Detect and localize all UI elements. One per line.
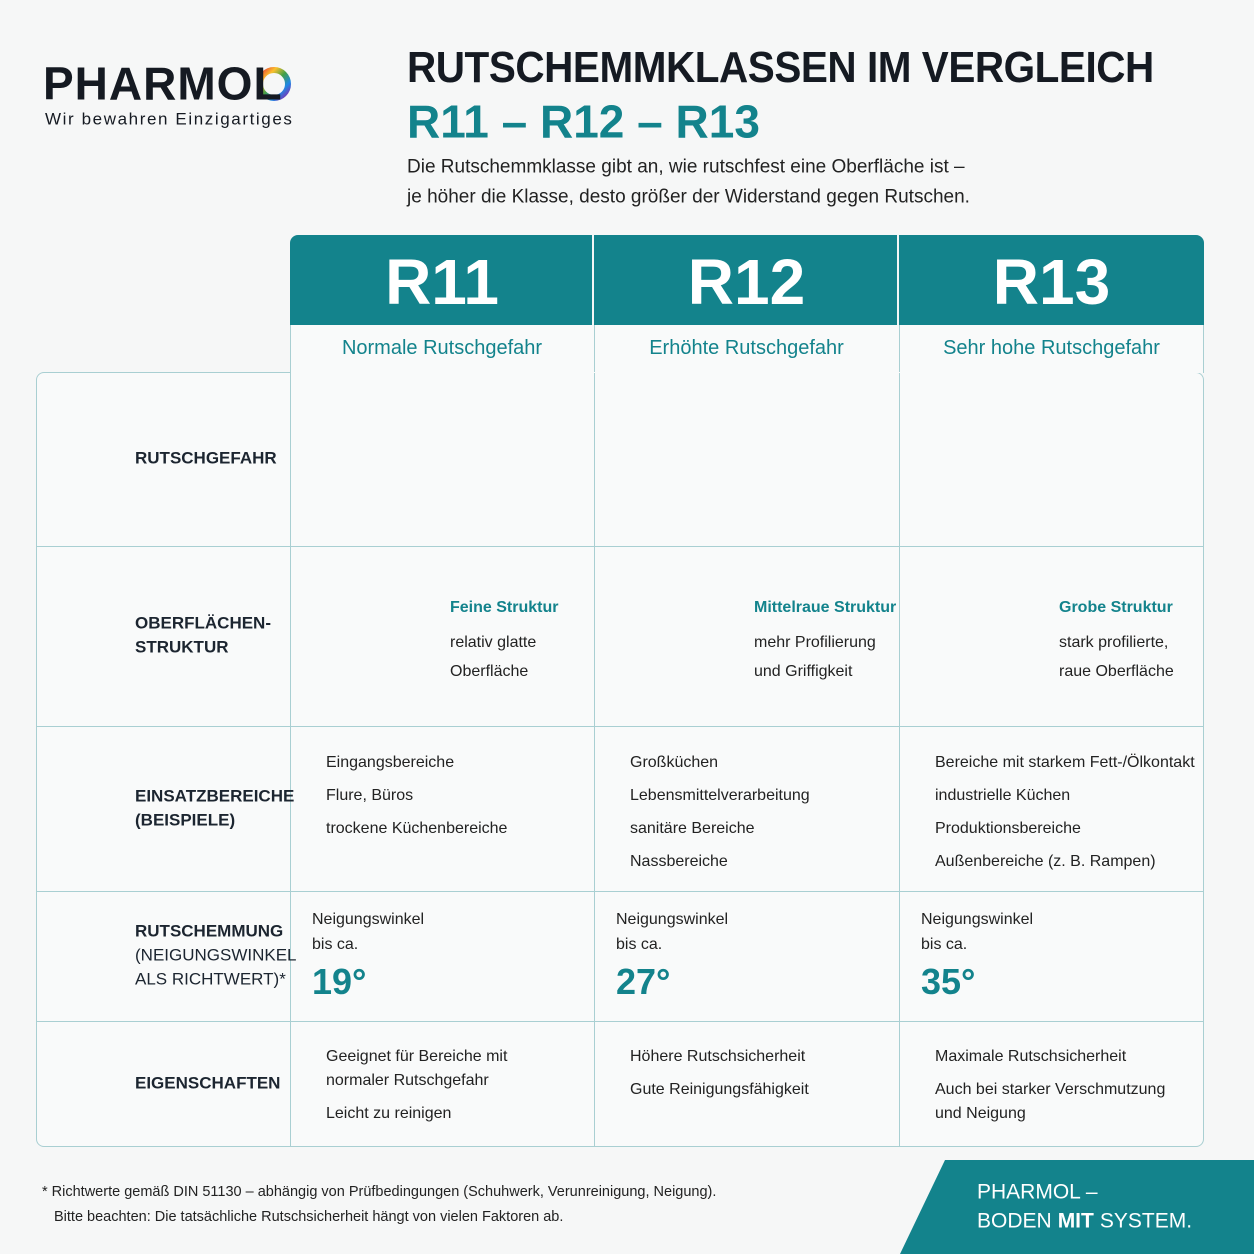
structure-text: und Griffigkeit <box>754 663 853 681</box>
structure-title: Mittelraue Struktur <box>754 599 897 617</box>
structure-title: Grobe Struktur <box>1059 599 1173 617</box>
bullet-text: Großküchen <box>630 754 719 772</box>
logo-ring <box>257 67 291 101</box>
bullet-text: und Neigung <box>935 1105 1026 1123</box>
row-divider <box>36 1021 1204 1022</box>
structure-text: stark profilierte, <box>1059 634 1169 652</box>
row-divider <box>36 891 1204 892</box>
row-label: RUTSCHGEFAHR <box>135 448 277 468</box>
angle-caption: Neigungswinkel <box>616 911 729 929</box>
bullet-text: Bereiche mit starkem Fett-/Ölkontakt <box>935 754 1195 772</box>
risk-level: Normale Rutschgefahr <box>341 337 543 359</box>
col-divider <box>290 325 291 1147</box>
bullet-text: Lebensmittelverarbeitung <box>630 787 810 805</box>
risk-row-frame <box>290 325 1204 373</box>
table-frame <box>36 372 1204 1147</box>
angle-caption: Neigungswinkel <box>312 911 425 929</box>
angle-value: 27° <box>616 961 671 1003</box>
structure-title: Feine Struktur <box>450 599 559 617</box>
row-label: STRUKTUR <box>135 637 229 657</box>
structure-text: mehr Profilierung <box>754 634 876 652</box>
risk-level: Sehr hohe Rutschgefahr <box>943 337 1160 359</box>
class-name: R11 <box>385 245 499 318</box>
row-label: ALS RICHTWERT)* <box>135 969 286 989</box>
intro-text: Die Rutschemmklasse gibt an, wie rutschf… <box>407 156 965 178</box>
logo-tagline: Wir bewahren Einzigartiges <box>45 109 294 129</box>
structure-text: Oberfläche <box>450 663 529 681</box>
class-header <box>594 235 899 325</box>
angle-value: 35° <box>921 961 976 1003</box>
row-label: EINSATZBEREICHE <box>135 786 295 806</box>
page-title: RUTSCHEMMKLASSEN IM VERGLEICH <box>407 42 1154 92</box>
bullet-text: normaler Rutschgefahr <box>326 1072 489 1090</box>
bullet-text: Geeignet für Bereiche mit <box>326 1048 508 1066</box>
bullet-text: Produktionsbereiche <box>935 820 1081 838</box>
bullet-text: Leicht zu reinigen <box>326 1105 452 1123</box>
slogan: BODEN <box>977 1209 1052 1233</box>
bullet-text: Maximale Rutschsicherheit <box>935 1048 1127 1066</box>
slogan: PHARMOL – <box>977 1180 1098 1204</box>
bullet-text: Höhere Rutschsicherheit <box>630 1048 806 1066</box>
structure-text: relativ glatte <box>450 634 537 652</box>
row-label: (NEIGUNGSWINKEL <box>135 945 297 965</box>
row-label: RUTSCHEMMUNG <box>135 921 284 941</box>
footnote: * Richtwerte gemäß DIN 51130 – abhängig … <box>42 1184 717 1201</box>
angle-caption: bis ca. <box>921 936 968 954</box>
angle-caption: bis ca. <box>616 936 663 954</box>
bullet-text: Gute Reinigungsfähigkeit <box>630 1081 809 1099</box>
row-label: (BEISPIELE) <box>135 810 236 830</box>
bullet-text: Außenbereiche (z. B. Rampen) <box>935 853 1156 871</box>
bullet-text: sanitäre Bereiche <box>630 820 755 838</box>
col-divider <box>594 325 595 372</box>
bullet-text: Auch bei starker Verschmutzung <box>935 1081 1166 1099</box>
angle-caption: Neigungswinkel <box>921 911 1034 929</box>
class-header <box>290 235 594 325</box>
row-label: OBERFLÄCHEN- <box>135 613 271 633</box>
col-divider <box>899 325 900 372</box>
row-divider <box>36 546 1204 547</box>
logo-brand: PHARMOL <box>43 57 283 110</box>
structure-text: raue Oberfläche <box>1059 663 1174 681</box>
col-divider <box>594 325 595 1147</box>
risk-level: Erhöhte Rutschgefahr <box>649 337 844 359</box>
bullet-text: trockene Küchenbereiche <box>326 820 508 838</box>
footnote: Bitte beachten: Die tatsächliche Rutschs… <box>54 1209 564 1226</box>
slogan-bold: MIT <box>1057 1209 1094 1233</box>
angle-caption: bis ca. <box>312 936 359 954</box>
class-line: R11 – R12 – R13 <box>407 95 760 148</box>
row-label: EIGENSCHAFTEN <box>135 1073 281 1093</box>
bullet-text: Eingangsbereiche <box>326 754 455 772</box>
class-header <box>899 235 1204 325</box>
slogan: SYSTEM. <box>1099 1209 1193 1233</box>
intro-text: je höher die Klasse, desto größer der Wi… <box>407 186 970 208</box>
row-divider <box>36 726 1204 727</box>
bullet-text: Flure, Büros <box>326 787 414 805</box>
bullet-text: industrielle Küchen <box>935 787 1071 805</box>
class-name: R12 <box>687 245 806 318</box>
col-divider <box>899 325 900 1147</box>
angle-value: 19° <box>312 961 367 1003</box>
bullet-text: Nassbereiche <box>630 853 728 871</box>
class-name: R13 <box>992 245 1111 318</box>
